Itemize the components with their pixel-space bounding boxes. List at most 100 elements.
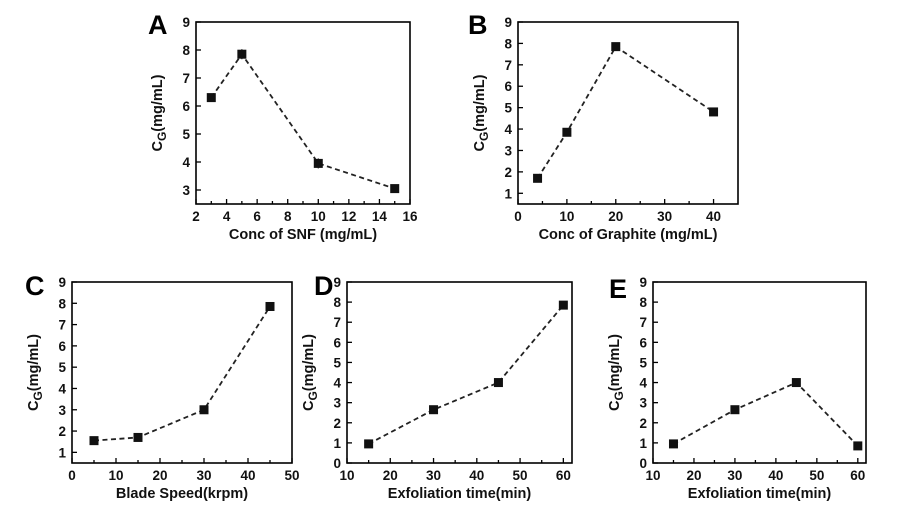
panel-b-xtick-label: 10 bbox=[559, 209, 574, 224]
panel-b-point bbox=[709, 107, 719, 117]
panel-d-ytick-label: 9 bbox=[333, 275, 341, 290]
panel-b-ylabel: CG(mg/mL) bbox=[472, 74, 491, 151]
panel-b-point bbox=[533, 173, 543, 183]
panel-c-ytick-label: 5 bbox=[58, 360, 66, 375]
panel-b-ylabel-main: C bbox=[472, 141, 488, 152]
panel-b-ytick-label: 7 bbox=[504, 58, 512, 73]
panel-e-xtick-label: 40 bbox=[768, 468, 783, 483]
panel-c-ytick-label: 4 bbox=[58, 381, 66, 396]
panel-b-xtick-label: 40 bbox=[706, 209, 721, 224]
panel-e-xtick-label: 50 bbox=[809, 468, 824, 483]
panel-b-ylabel-unit: (mg/mL) bbox=[472, 74, 488, 131]
panel-c-point bbox=[199, 405, 209, 415]
panel-a-xtick-label: 10 bbox=[311, 209, 326, 224]
panel-a-xtick-label: 8 bbox=[284, 209, 292, 224]
panel-a-xtick-label: 6 bbox=[253, 209, 261, 224]
panel-e-point bbox=[853, 441, 863, 451]
panel-a-point bbox=[206, 93, 216, 103]
panel-e-frame bbox=[652, 281, 867, 464]
panel-c-xlabel: Blade Speed(krpm) bbox=[116, 486, 248, 502]
panel-c-ytick-label: 7 bbox=[58, 318, 66, 333]
panel-c-ytick-label: 8 bbox=[58, 296, 66, 311]
panel-d-ytick-label: 8 bbox=[333, 295, 341, 310]
panel-a-xtick-label: 2 bbox=[192, 209, 200, 224]
panel-d-ytick-label: 2 bbox=[333, 416, 341, 431]
panel-c-point bbox=[133, 432, 143, 442]
panel-e-point bbox=[730, 405, 740, 415]
panel-c-ylabel-sub: G bbox=[31, 391, 45, 400]
panel-d-xtick-label: 20 bbox=[383, 468, 398, 483]
panel-b-ytick-label: 4 bbox=[504, 122, 512, 137]
panel-b-xlabel: Conc of Graphite (mg/mL) bbox=[539, 227, 718, 243]
panel-e-ylabel-unit: (mg/mL) bbox=[607, 334, 623, 391]
panel-e-xtick-label: 30 bbox=[727, 468, 742, 483]
panel-d-letter: D bbox=[314, 271, 334, 301]
panel-b-series-line bbox=[536, 45, 715, 179]
panel-c-frame bbox=[71, 281, 293, 464]
panel-d-ylabel-sub: G bbox=[306, 391, 320, 400]
panel-e-point bbox=[791, 378, 801, 388]
panel-e-ylabel: CG(mg/mL) bbox=[607, 334, 626, 411]
panel-e-letter: E bbox=[609, 274, 627, 304]
panel-a-xtick-label: 12 bbox=[341, 209, 356, 224]
panel-d-point bbox=[558, 300, 568, 310]
panel-c-xtick-label: 40 bbox=[240, 468, 255, 483]
panel-c-ylabel-unit: (mg/mL) bbox=[26, 334, 42, 391]
panel-d-ylabel-unit: (mg/mL) bbox=[301, 334, 317, 391]
panel-b: B 0 10 20 30 40 1 2 3 4 5 6 7 8 9 Conc of Graphite (mg/… bbox=[468, 10, 739, 243]
panel-e-ytick-label: 1 bbox=[639, 436, 647, 451]
panel-d-series-line bbox=[368, 304, 565, 445]
panel-c-point bbox=[89, 436, 99, 446]
panel-a-ylabel-main: C bbox=[150, 141, 166, 152]
panel-c-ylabel-main: C bbox=[26, 400, 42, 411]
panel-e-ytick-label: 6 bbox=[639, 335, 647, 350]
panel-d-xtick-label: 40 bbox=[469, 468, 484, 483]
panel-e-ylabel-main: C bbox=[607, 400, 623, 411]
panel-b-ylabel-sub: G bbox=[477, 132, 491, 141]
panel-a-point bbox=[237, 49, 247, 59]
panel-c-xtick-label: 50 bbox=[284, 468, 299, 483]
panel-b-xtick-label: 20 bbox=[608, 209, 623, 224]
panel-b-frame bbox=[517, 21, 739, 205]
panel-a-xtick-label: 14 bbox=[372, 209, 388, 224]
panel-c-xtick-label: 0 bbox=[68, 468, 76, 483]
panel-b-point bbox=[562, 127, 572, 137]
panel-e-xlabel: Exfoliation time(min) bbox=[688, 486, 832, 502]
panel-a-ytick-label: 3 bbox=[182, 183, 190, 198]
panel-a-xtick-label: 16 bbox=[402, 209, 418, 224]
panel-e-ylabel-sub: G bbox=[612, 391, 626, 400]
panel-b-ytick-label: 9 bbox=[504, 15, 512, 30]
panel-d-frame bbox=[346, 281, 573, 464]
panel-a-point bbox=[390, 184, 400, 194]
panel-a-ylabel: CG(mg/mL) bbox=[150, 74, 169, 151]
panel-e-ytick-label: 7 bbox=[639, 315, 647, 330]
panel-e-ytick-label: 9 bbox=[639, 275, 647, 290]
panel-c-ytick-label: 3 bbox=[58, 403, 66, 418]
panel-e-series-line bbox=[673, 381, 859, 447]
panel-c-xtick-label: 10 bbox=[108, 468, 123, 483]
panel-e-ytick-label: 4 bbox=[639, 376, 647, 391]
panel-a-letter: A bbox=[148, 10, 168, 40]
panel-d-xtick-label: 30 bbox=[426, 468, 441, 483]
panel-b-ytick-label: 8 bbox=[504, 36, 512, 51]
panel-d-ytick-label: 7 bbox=[333, 315, 341, 330]
panel-e-xtick-label: 10 bbox=[645, 468, 660, 483]
panel-c-xtick-label: 30 bbox=[196, 468, 211, 483]
panel-a-xtick-label: 4 bbox=[223, 209, 231, 224]
panel-c-ytick-label: 1 bbox=[58, 445, 66, 460]
panel-b-letter: B bbox=[468, 10, 488, 40]
panel-d-xtick-label: 50 bbox=[513, 468, 528, 483]
panel-b-point bbox=[611, 42, 621, 52]
panel-a-point bbox=[313, 158, 323, 168]
panel-e-ytick-label: 5 bbox=[639, 355, 647, 370]
panel-e-ytick-label: 3 bbox=[639, 396, 647, 411]
panel-d-ytick-label: 1 bbox=[333, 436, 341, 451]
panel-d-xtick-label: 60 bbox=[556, 468, 571, 483]
panel-b-ytick-label: 3 bbox=[504, 143, 512, 158]
panel-d-point bbox=[429, 405, 439, 415]
panel-d-point bbox=[493, 378, 503, 388]
panel-b-xtick-label: 30 bbox=[657, 209, 672, 224]
panel-c-ytick-label: 2 bbox=[58, 424, 66, 439]
panel-e-point bbox=[668, 439, 678, 449]
